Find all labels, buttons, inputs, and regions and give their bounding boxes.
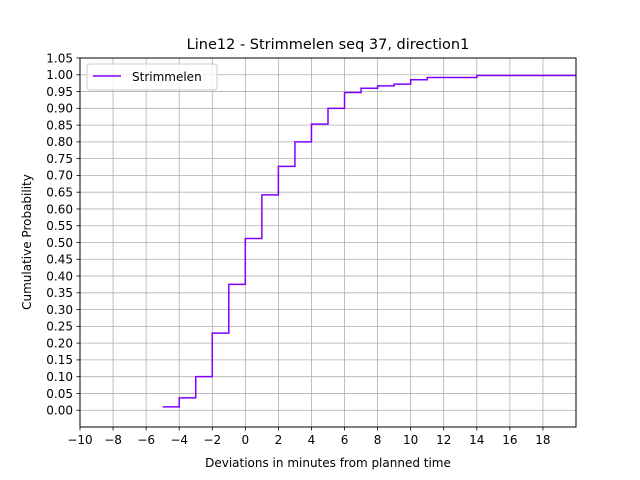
y-tick-label: 0.95 [46,85,73,99]
y-tick-label: 0.60 [46,202,73,216]
y-tick-label: 1.05 [46,51,73,65]
x-tick-label: 14 [469,433,484,447]
series-group [162,74,576,408]
x-tick-label: 2 [275,433,283,447]
x-ticks: −10 −8 −6 −4 −2 0 2 4 6 8 10 12 14 16 18 [67,427,551,447]
legend-box [86,63,218,91]
x-tick-label: 6 [341,433,349,447]
y-tick-label: 0.40 [46,269,73,283]
y-tick-label: 0.85 [46,118,73,132]
x-tick-label: 0 [242,433,250,447]
y-tick-label: 0.90 [46,102,73,116]
y-tick-label: 0.65 [46,185,73,199]
x-tick-label: −2 [203,433,221,447]
y-tick-label: 0.15 [46,353,73,367]
x-tick-label: −4 [170,433,188,447]
x-tick-label: 8 [374,433,382,447]
legend: Strimmelen [86,63,218,91]
y-tick-label: 0.45 [46,253,73,267]
y-axis-title: Cumulative Probability [20,174,34,310]
y-tick-label: 0.10 [46,370,73,384]
y-tick-label: 0.70 [46,169,73,183]
x-tick-label: 18 [535,433,550,447]
x-tick-label: −8 [104,433,122,447]
y-ticks: 0.00 0.05 0.10 0.15 0.20 0.25 0.30 0.35 0.40 0.45… [46,51,80,418]
legend-label: Strimmelen [132,70,202,84]
y-tick-label: 1.00 [46,68,73,82]
x-axis-title: Deviations in minutes from planned time [205,456,451,470]
chart-title: Line12 - Strimmelen seq 37, direction1 [187,37,470,53]
x-tick-label: 10 [403,433,418,447]
y-tick-label: 0.20 [46,336,73,350]
x-tick-label: −10 [67,433,92,447]
y-tick-label: 0.80 [46,135,73,149]
grid-lines [79,57,576,427]
y-tick-label: 0.25 [46,320,73,334]
x-tick-label: −6 [137,433,155,447]
y-tick-label: 0.35 [46,286,73,300]
series-line-strimmelen [162,74,576,408]
y-tick-label: 0.30 [46,303,73,317]
x-tick-label: 16 [502,433,517,447]
y-tick-label: 0.00 [46,404,73,418]
y-tick-label: 0.05 [46,387,73,401]
x-tick-label: 4 [308,433,316,447]
y-tick-label: 0.55 [46,219,73,233]
x-tick-label: 12 [436,433,451,447]
y-tick-label: 0.75 [46,152,73,166]
y-tick-label: 0.50 [46,236,73,250]
